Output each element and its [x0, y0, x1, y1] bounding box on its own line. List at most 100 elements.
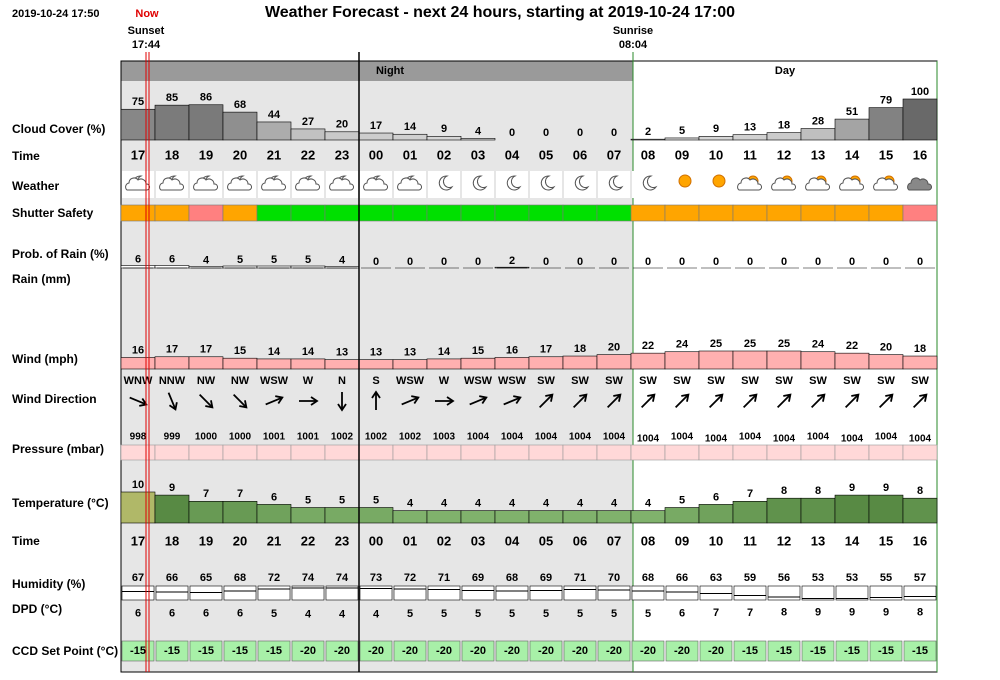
wind-arrow-head: [205, 400, 214, 409]
ccd-value: -15: [810, 645, 826, 657]
wind-dir: SW: [605, 375, 623, 387]
wind-arrow: [708, 393, 724, 409]
wind-arrow-head: [749, 393, 758, 402]
shutter-cell: [222, 204, 258, 222]
wind-arrow-head: [239, 400, 248, 409]
dpd-value: 7: [713, 607, 719, 619]
humidity-value: 72: [268, 572, 280, 584]
cloud-bar: [392, 133, 428, 141]
rain-prob-value: 0: [441, 256, 447, 268]
wind-bar: [324, 359, 360, 370]
hour: 21: [267, 147, 281, 162]
cloud-value: 9: [441, 123, 447, 135]
temp-bar: [154, 494, 190, 524]
cloud-bar: [664, 137, 700, 141]
pressure-cell: [256, 444, 292, 461]
temp-bar: [222, 500, 258, 524]
title: Weather Forecast - next 24 hours, starti…: [265, 4, 735, 21]
pressure-cell: [698, 444, 734, 461]
row-label: Wind Direction: [12, 392, 97, 406]
dpd-value: 6: [237, 608, 243, 620]
row-label: Cloud Cover (%): [12, 122, 105, 136]
pressure-value: 1004: [841, 434, 864, 445]
rain-prob-value: 0: [475, 256, 481, 268]
row-label: Humidity (%): [12, 577, 85, 591]
hour: 18: [165, 147, 179, 162]
shutter-cell: [324, 204, 360, 222]
hour: 12: [777, 533, 791, 548]
ccd-value: -15: [912, 645, 928, 657]
humidity-cell: [359, 585, 393, 601]
temp-bar: [732, 500, 768, 524]
cloud-bar: [630, 138, 666, 141]
wind-dir: N: [338, 375, 346, 387]
hour: 02: [437, 147, 451, 162]
hour: 05: [539, 533, 553, 548]
temp-bar: [630, 510, 666, 524]
humidity-cell: [393, 585, 427, 601]
rain-prob-value: 4: [203, 254, 210, 266]
dpd-value: 5: [611, 608, 617, 620]
pressure-cell: [358, 444, 394, 461]
dpd-value: 5: [645, 608, 651, 620]
temp-value: 7: [237, 488, 243, 500]
cloud-bar: [290, 128, 326, 141]
pressure-cell: [800, 444, 836, 461]
pressure-cell: [562, 444, 598, 461]
shutter-cell: [698, 204, 734, 222]
temp-value: 4: [475, 498, 482, 510]
humidity-value: 70: [608, 572, 620, 584]
hour: 04: [505, 533, 520, 548]
cloud-value: 18: [778, 120, 790, 132]
cloud-value: 0: [611, 127, 617, 139]
ccd-value: -20: [504, 645, 520, 657]
wind-dir: SW: [809, 375, 827, 387]
shutter-cell: [188, 204, 224, 222]
humidity-cell: [155, 585, 189, 601]
wind-dir: SW: [843, 375, 861, 387]
cloud-value: 85: [166, 92, 178, 104]
cloud: [363, 177, 389, 191]
hour: 17: [131, 533, 145, 548]
shutter-cell: [562, 204, 598, 222]
dpd-value: 5: [475, 608, 481, 620]
dpd-value: 5: [407, 608, 413, 620]
humidity-value: 74: [302, 572, 315, 584]
wind-bar: [528, 356, 564, 370]
wind-dir: SW: [911, 375, 929, 387]
row-label: Time: [12, 534, 40, 548]
dpd-value: 5: [271, 608, 277, 620]
wind-bar: [392, 359, 428, 370]
cloud-value: 27: [302, 116, 314, 128]
humidity-value: 55: [880, 572, 892, 584]
shutter-cell: [800, 204, 836, 222]
rain-prob-value: 0: [883, 256, 889, 268]
wind-value: 18: [914, 343, 926, 355]
dpd-value: 8: [781, 607, 787, 619]
hour: 23: [335, 533, 349, 548]
wind-arrow-head: [513, 395, 522, 405]
wind-arrow: [844, 393, 860, 409]
wind-arrow-head: [310, 396, 319, 406]
ccd-cell: [699, 640, 733, 662]
wind-arrow-head: [715, 393, 724, 402]
temp-value: 5: [679, 494, 685, 506]
wind-value: 22: [846, 340, 858, 352]
cloud: [805, 177, 831, 191]
ccd-cell: [359, 640, 393, 662]
pressure-value: 1004: [603, 432, 626, 443]
night-label: Night: [376, 65, 404, 77]
rain-prob-value: 5: [305, 254, 311, 266]
wind-value: 17: [166, 344, 178, 356]
pressure-value: 999: [164, 432, 181, 443]
temp-value: 9: [849, 482, 855, 494]
temp-bar: [290, 507, 326, 524]
wind-dir: NNW: [159, 375, 186, 387]
humidity-value: 74: [336, 572, 349, 584]
row-label: Rain (mm): [12, 272, 71, 286]
ccd-cell: [665, 640, 699, 662]
humidity-value: 59: [744, 572, 756, 584]
ccd-value: -20: [640, 645, 656, 657]
pressure-cell: [596, 444, 632, 461]
wind-value: 14: [438, 346, 451, 358]
